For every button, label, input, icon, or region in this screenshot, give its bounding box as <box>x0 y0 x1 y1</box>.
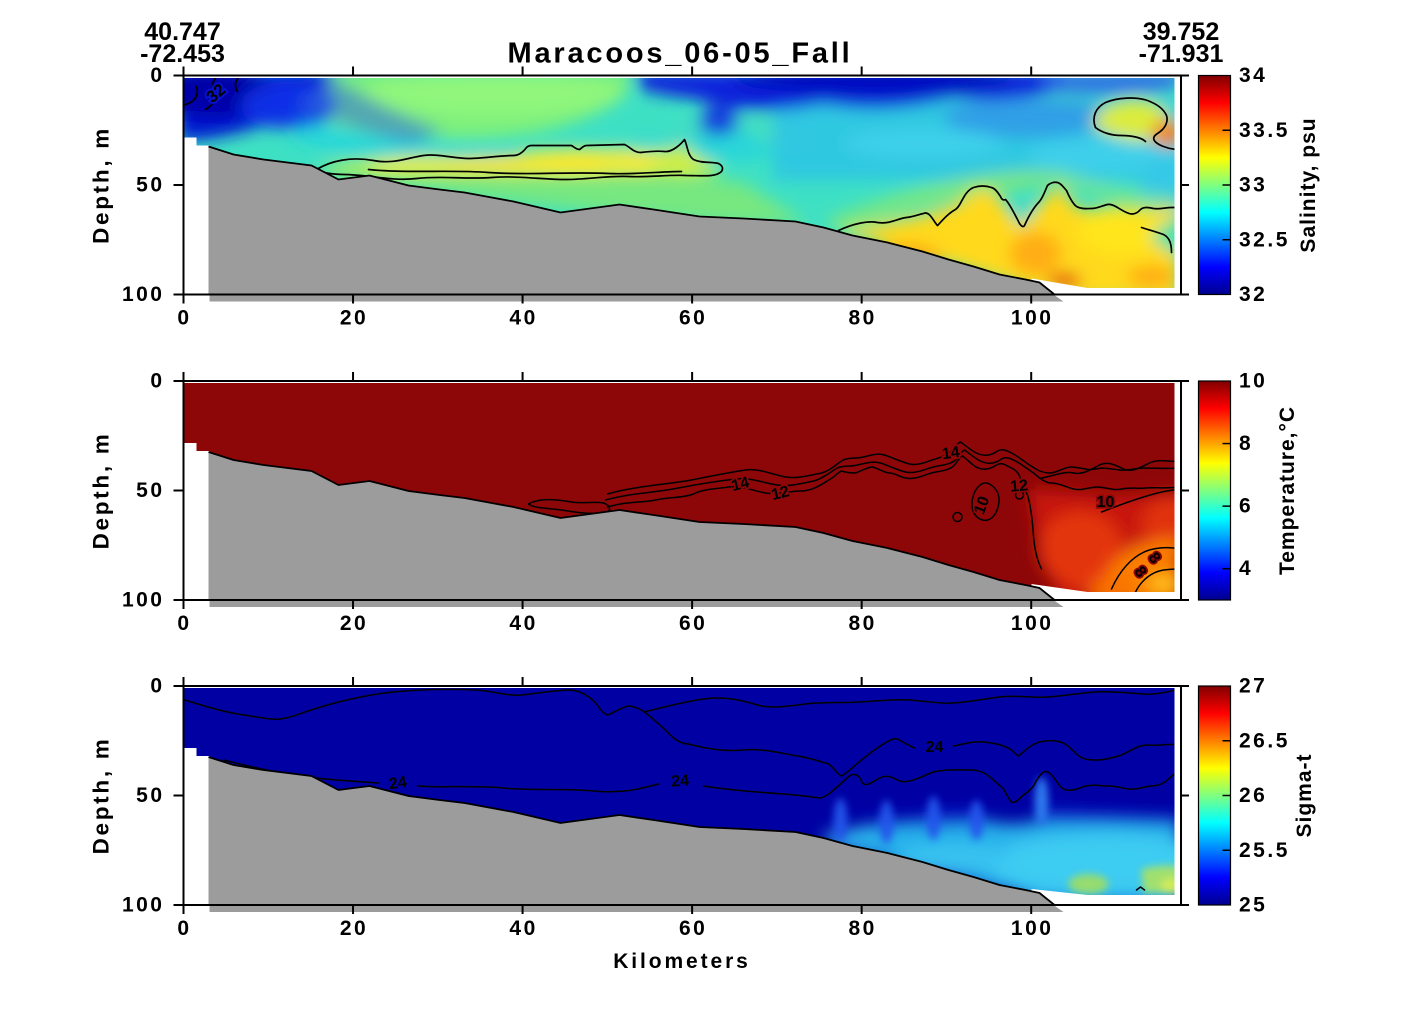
svg-text:80: 80 <box>848 612 876 635</box>
svg-text:100: 100 <box>1011 307 1054 330</box>
svg-text:27: 27 <box>1239 675 1267 698</box>
svg-text:33.5: 33.5 <box>1239 119 1290 142</box>
svg-text:6: 6 <box>1239 495 1253 518</box>
svg-text:0: 0 <box>177 917 191 940</box>
svg-text:4: 4 <box>1239 557 1253 580</box>
svg-text:50: 50 <box>136 479 164 502</box>
svg-text:Sigma-t: Sigma-t <box>1293 753 1316 837</box>
svg-text:0: 0 <box>150 370 164 393</box>
svg-text:80: 80 <box>848 917 876 940</box>
svg-text:39.752: 39.752 <box>1143 18 1219 46</box>
svg-text:24: 24 <box>671 772 690 790</box>
svg-text:26: 26 <box>1239 784 1267 807</box>
svg-text:Temperature,°C: Temperature,°C <box>1276 406 1299 575</box>
svg-text:10: 10 <box>1239 370 1267 393</box>
svg-text:20: 20 <box>340 917 368 940</box>
svg-text:60: 60 <box>679 612 707 635</box>
svg-text:50: 50 <box>136 174 164 197</box>
svg-text:60: 60 <box>679 307 707 330</box>
svg-text:32.5: 32.5 <box>1239 228 1290 251</box>
svg-text:33: 33 <box>1239 174 1267 197</box>
svg-text:100: 100 <box>122 589 165 612</box>
svg-text:60: 60 <box>679 917 707 940</box>
svg-text:0: 0 <box>150 675 164 698</box>
svg-text:100: 100 <box>1011 917 1054 940</box>
svg-text:40.747: 40.747 <box>144 18 220 46</box>
svg-text:26.5: 26.5 <box>1239 729 1290 752</box>
svg-text:20: 20 <box>340 612 368 635</box>
svg-text:Depth, m: Depth, m <box>89 126 114 244</box>
svg-text:100: 100 <box>122 283 165 306</box>
svg-text:Salinity, psu: Salinity, psu <box>1297 117 1320 252</box>
svg-text:50: 50 <box>136 784 164 807</box>
svg-text:0: 0 <box>177 612 191 635</box>
svg-text:8: 8 <box>1239 432 1253 455</box>
svg-text:0: 0 <box>150 64 164 87</box>
svg-text:Maracoos_06-05_Fall: Maracoos_06-05_Fall <box>508 38 853 70</box>
svg-text:-71.931: -71.931 <box>1139 40 1224 68</box>
svg-text:Depth, m: Depth, m <box>89 432 114 550</box>
svg-text:40: 40 <box>509 307 537 330</box>
svg-text:100: 100 <box>1011 612 1054 635</box>
svg-text:25.5: 25.5 <box>1239 839 1290 862</box>
svg-text:20: 20 <box>340 307 368 330</box>
svg-text:0: 0 <box>177 307 191 330</box>
svg-text:34: 34 <box>1239 64 1267 87</box>
svg-text:25: 25 <box>1239 894 1267 917</box>
svg-text:Depth, m: Depth, m <box>89 737 114 855</box>
svg-text:10: 10 <box>1097 494 1115 511</box>
svg-text:24: 24 <box>388 774 408 793</box>
svg-text:14: 14 <box>941 444 961 463</box>
svg-text:40: 40 <box>509 917 537 940</box>
svg-text:32: 32 <box>1239 283 1267 306</box>
svg-text:80: 80 <box>848 307 876 330</box>
svg-text:24: 24 <box>926 739 944 756</box>
svg-text:100: 100 <box>122 894 165 917</box>
svg-text:-72.453: -72.453 <box>140 40 225 68</box>
svg-text:40: 40 <box>509 612 537 635</box>
svg-text:Kilometers: Kilometers <box>613 950 751 973</box>
svg-text:12: 12 <box>1010 477 1029 495</box>
